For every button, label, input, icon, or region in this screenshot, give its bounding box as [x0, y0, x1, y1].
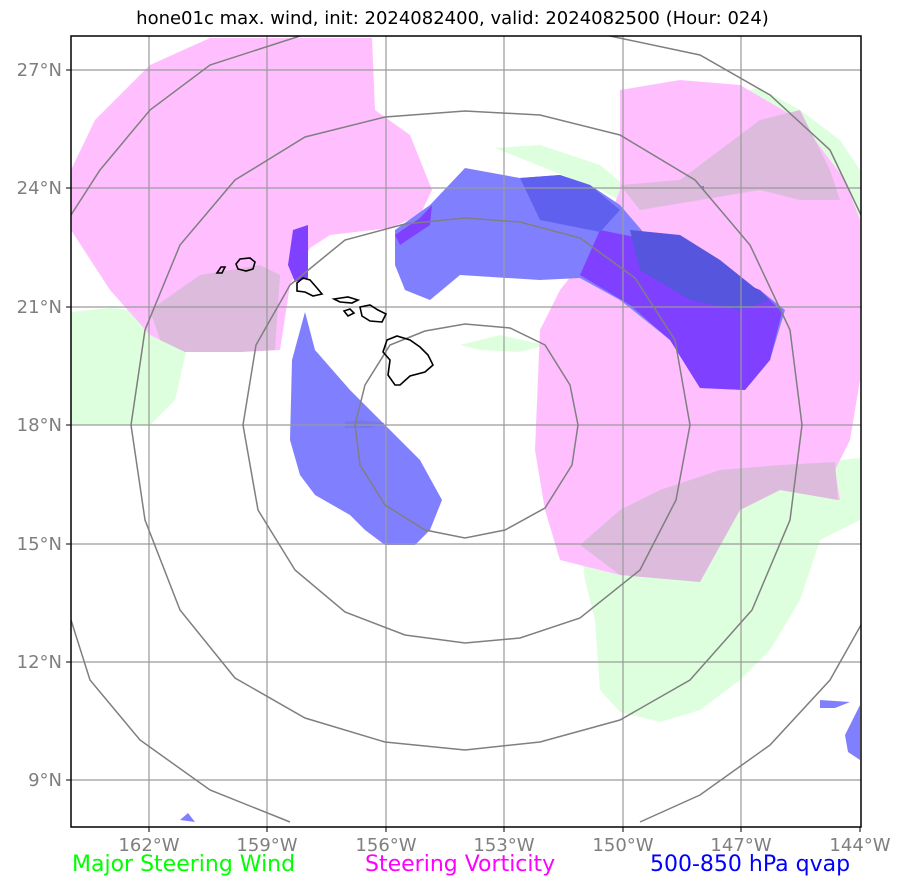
island-niihau: [215, 266, 227, 274]
island-oahu: [296, 277, 324, 297]
overlap-shading: [150, 110, 840, 582]
lat-label: 21°N: [17, 297, 62, 318]
map-title: hone01c max. wind, init: 2024082400, val…: [136, 8, 769, 29]
lat-label: 9°N: [28, 770, 62, 791]
legend-steering-vorticity: Steering Vorticity: [365, 852, 556, 877]
lon-label: 144°W: [829, 835, 890, 856]
range-ring-1: [354, 323, 579, 539]
lat-label: 27°N: [17, 60, 62, 81]
map-frame: [70, 35, 862, 828]
lon-label: 147°W: [710, 835, 771, 856]
range-rings: [71, 36, 861, 823]
lon-label: 159°W: [236, 835, 297, 856]
lat-label: 24°N: [17, 178, 62, 199]
island-kauai: [235, 257, 256, 272]
coastlines: [215, 257, 434, 386]
lon-label: 162°W: [118, 835, 179, 856]
island-molokai: [331, 296, 361, 304]
lat-label: 12°N: [17, 652, 62, 673]
lon-label: 156°W: [355, 835, 416, 856]
lon-label: 150°W: [592, 835, 653, 856]
island-lanai: [342, 308, 356, 318]
lat-label: 18°N: [17, 415, 62, 436]
legend-qvap: 500-850 hPa qvap: [650, 852, 851, 877]
island-maui: [359, 304, 388, 323]
range-ring-3: [130, 110, 803, 751]
qvap-shading: [180, 168, 860, 822]
range-ring-2: [242, 217, 691, 644]
lat-label: 15°N: [17, 534, 62, 555]
island-hawaii: [382, 335, 434, 386]
lon-labels: 162°W 159°W 156°W 153°W 150°W 147°W 144°…: [118, 835, 890, 856]
legend-steering-wind: Major Steering Wind: [72, 852, 296, 877]
range-ring-4: [71, 36, 861, 823]
lon-label: 153°W: [473, 835, 534, 856]
lat-labels: 27°N 24°N 21°N 18°N 15°N 12°N 9°N: [17, 60, 62, 791]
graticule: [71, 36, 861, 827]
axis-ticks: [66, 69, 861, 832]
